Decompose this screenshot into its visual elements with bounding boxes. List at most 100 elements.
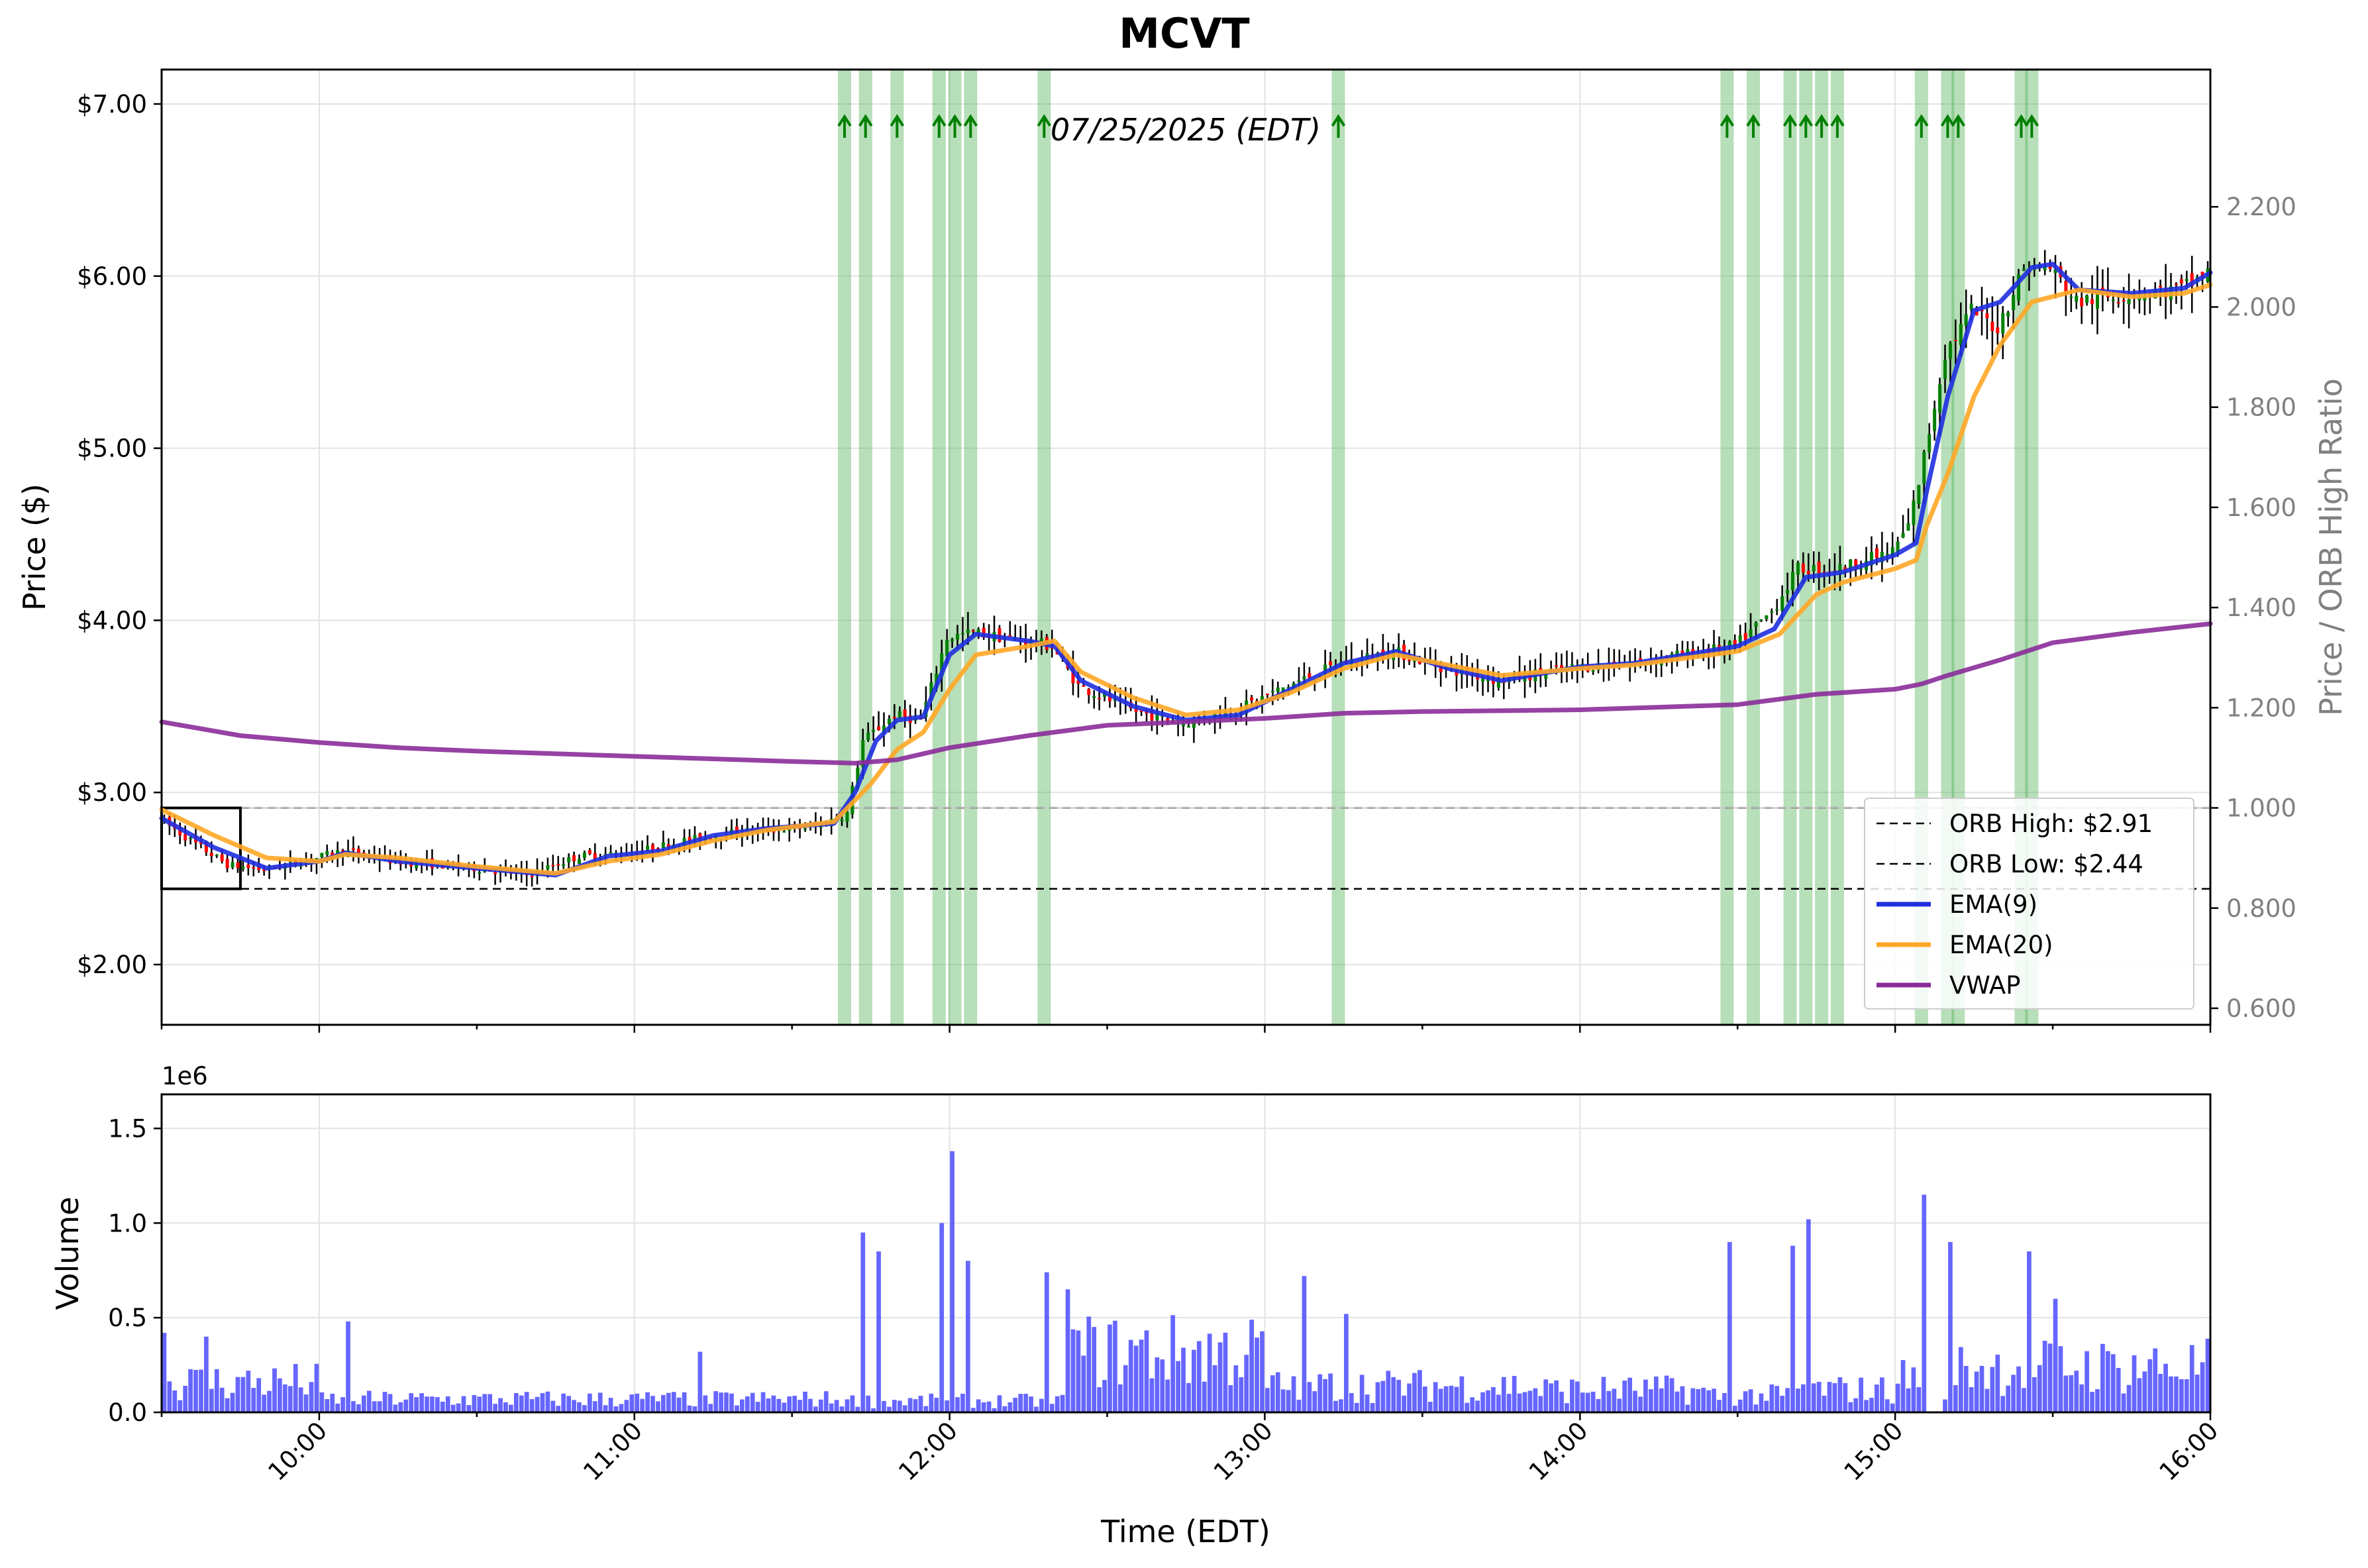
signal-band [1830, 70, 1844, 1025]
volume-bar [2042, 1341, 2047, 1412]
candle-down [1817, 561, 1821, 574]
candle-down [1166, 718, 1170, 721]
volume-bar [1680, 1386, 1685, 1412]
volume-bar [1438, 1388, 1443, 1412]
candle-down [1639, 658, 1643, 660]
volume-bar [1307, 1382, 1312, 1412]
volume-bar [1875, 1385, 1879, 1412]
volume-bar [745, 1396, 750, 1412]
candle-up [976, 629, 980, 635]
volume-bar [635, 1393, 640, 1412]
volume-bar [2179, 1379, 2184, 1412]
volume-y-ticks: 0.0 0.5 1.0 1.5 [108, 1114, 162, 1427]
volume-bar [792, 1396, 798, 1412]
volume-bar [640, 1398, 645, 1412]
volume-bar [183, 1385, 188, 1412]
signal-arrow-head [1830, 114, 1845, 127]
volume-bar [803, 1391, 807, 1412]
volume-bar [1113, 1320, 1117, 1412]
ratio-y-tick-label: 0.800 [2226, 894, 2296, 923]
volume-bar [425, 1396, 429, 1412]
candle-up [1786, 590, 1790, 594]
volume-bar [876, 1251, 881, 1412]
volume-bar [577, 1402, 582, 1412]
volume-bar [1128, 1339, 1133, 1412]
candle-down [1417, 660, 1421, 664]
candle-down [2159, 286, 2163, 287]
legend-box [1864, 798, 2194, 1010]
price-x-ticks [160, 1025, 2212, 1033]
volume-bar [1690, 1388, 1696, 1412]
candle-down [1560, 665, 1564, 670]
candle-down [1087, 689, 1091, 696]
volume-bar [1796, 1388, 1800, 1412]
candle-down [982, 627, 986, 638]
volume-bar [719, 1392, 723, 1412]
volume-bar [262, 1394, 267, 1412]
candle-up [1796, 562, 1800, 575]
volume-bar [298, 1387, 303, 1412]
volume-bar [1407, 1383, 1412, 1412]
volume-bar [608, 1398, 613, 1412]
signal-band [932, 70, 946, 1025]
volume-bar [1559, 1391, 1564, 1412]
volume-bar [1433, 1382, 1438, 1412]
candle-up [1906, 523, 1910, 531]
volume-bar [1291, 1376, 1296, 1412]
price-y-tick-label: $6.00 [77, 262, 147, 291]
candle-up [1727, 641, 1731, 646]
candle-up [1964, 314, 1968, 326]
volume-bar [2205, 1338, 2210, 1412]
volume-bar [283, 1384, 287, 1412]
volume-bar [482, 1394, 488, 1412]
candle-down [252, 867, 256, 869]
volume-bar [934, 1397, 939, 1412]
volume-bar [330, 1393, 335, 1412]
volume-bar [287, 1386, 293, 1412]
volume-bar [1801, 1384, 1806, 1412]
candle-up [940, 653, 944, 678]
ratio-y-tick-label: 0.600 [2226, 994, 2296, 1023]
volume-bar [209, 1388, 214, 1412]
candle-down [2116, 302, 2120, 304]
series-line [159, 282, 2213, 876]
candle-up [1544, 672, 1548, 679]
candle-up [215, 855, 219, 857]
legend-label: ORB Low: $2.44 [1949, 850, 2143, 878]
date-annotation: 07/25/2025 (EDT) [1051, 112, 1321, 148]
volume-bar [1895, 1383, 1900, 1412]
candle-up [189, 837, 193, 839]
candle-up [1397, 647, 1401, 651]
candle-up [2185, 279, 2188, 282]
signal-arrow-head [1331, 114, 1346, 127]
volume-bar [1948, 1241, 1953, 1412]
volume-bar [1081, 1355, 1086, 1412]
candle-up [2043, 266, 2047, 271]
series-line [159, 262, 2213, 878]
volume-bar [929, 1393, 934, 1412]
signal-band [890, 70, 904, 1025]
volume-bar [561, 1393, 566, 1412]
candle-up [1943, 360, 1947, 379]
volume-bar [724, 1392, 729, 1412]
legend-label: ORB High: $2.91 [1949, 810, 2153, 838]
chart-title: MCVT [1119, 9, 1249, 58]
candle-up [567, 857, 571, 862]
volume-bar [1732, 1405, 1737, 1412]
volume-bar [2163, 1363, 2168, 1412]
candle-down [971, 630, 975, 632]
candle-up [966, 629, 970, 633]
volume-bar [1706, 1390, 1711, 1412]
candle-up [1969, 303, 1973, 310]
volume-bar [1364, 1394, 1370, 1412]
candle-down [593, 853, 597, 859]
volume-bar [1133, 1345, 1139, 1412]
ratio-y-tick-label: 2.200 [2226, 193, 2296, 221]
candle-down [493, 872, 497, 874]
volume-bar [2110, 1354, 2116, 1412]
volume-bar [645, 1392, 650, 1412]
volume-bar [897, 1400, 902, 1412]
candle-down [588, 850, 592, 854]
volume-bar [1596, 1398, 1601, 1412]
volume-bar [1317, 1374, 1323, 1412]
